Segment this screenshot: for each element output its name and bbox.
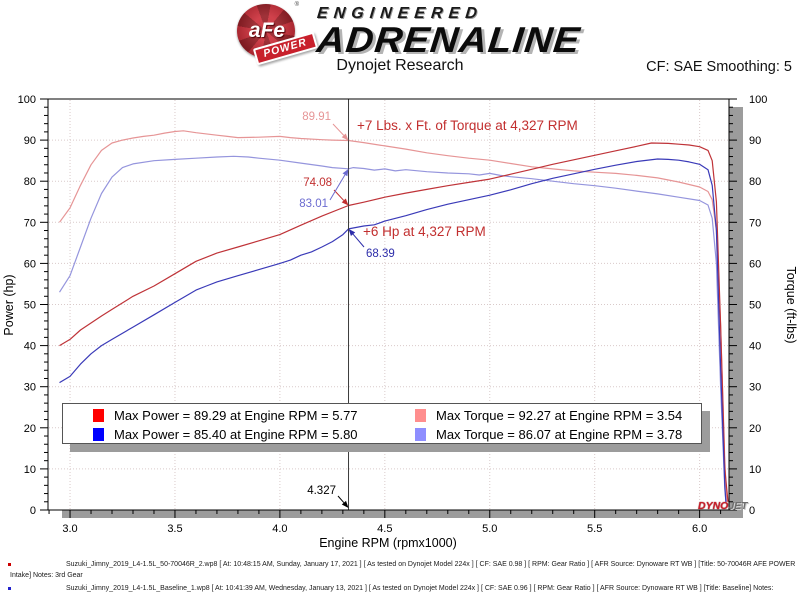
footnotes: Suzuki_Jimny_2019_L4-1.5L_50-70046R_2.wp… xyxy=(0,560,798,598)
y-axis-title-right: Torque (ft-lbs) xyxy=(784,266,798,343)
annotation-power-gain: +6 Hp at 4,327 RPM xyxy=(363,224,486,239)
svg-text:50: 50 xyxy=(24,300,36,312)
y-axis-left: 0 10 20 30 40 50 60 70 80 90 100 xyxy=(18,94,48,517)
legend-item-power-baseline: Max Power = 85.40 at Engine RPM = 5.80 xyxy=(93,425,415,444)
svg-text:90: 90 xyxy=(749,135,761,147)
registered-mark: ® xyxy=(294,2,299,8)
series-torque-baseline xyxy=(58,155,727,502)
afe-power-badge: aFe ® POWER xyxy=(236,2,319,66)
svg-text:40: 40 xyxy=(24,341,36,353)
svg-text:6.0: 6.0 xyxy=(692,523,707,535)
svg-text:40: 40 xyxy=(749,341,761,353)
y-axis-title-left: Power (hp) xyxy=(2,274,16,335)
y-axis-right: 0 10 20 30 40 50 60 70 80 90 100 xyxy=(729,94,767,517)
legend-item-power-afe: Max Power = 89.29 at Engine RPM = 5.77 xyxy=(93,406,415,425)
svg-text:30: 30 xyxy=(24,382,36,394)
annotation-torque-baseline-value: 83.01 xyxy=(299,198,328,210)
footnote-bullet-afe xyxy=(8,563,11,566)
plot-frame-outline xyxy=(47,98,730,511)
chart-svg: 3.0 3.5 4.0 4.5 5.0 5.5 6.0 0 10 20 30 40 50 60 70 80 9… xyxy=(2,94,798,550)
svg-text:80: 80 xyxy=(749,176,761,188)
annotation-cursor-rpm-value: 4.327 xyxy=(307,485,336,497)
footnote-afe-text: Suzuki_Jimny_2019_L4-1.5L_50-70046R_2.wp… xyxy=(10,561,796,579)
svg-text:70: 70 xyxy=(24,217,36,229)
svg-text:20: 20 xyxy=(24,423,36,435)
svg-text:3.5: 3.5 xyxy=(167,523,182,535)
x-axis: 3.0 3.5 4.0 4.5 5.0 5.5 6.0 xyxy=(48,510,722,535)
svg-text:0: 0 xyxy=(30,505,36,517)
logo-text: ENGINEERED ADRENALINE xyxy=(315,2,583,60)
footnote-baseline-text: Suzuki_Jimny_2019_L4-1.5L_Baseline_1.wp8… xyxy=(66,585,774,592)
svg-text:60: 60 xyxy=(24,258,36,270)
legend-item-torque-afe: Max Torque = 92.27 at Engine RPM = 3.54 xyxy=(415,406,701,425)
svg-text:10: 10 xyxy=(749,464,761,476)
header-logo: aFe ® POWER ENGINEERED ADRENALINE xyxy=(236,2,583,66)
dynojet-logo-dyno: DYNO xyxy=(698,500,729,512)
svg-text:30: 30 xyxy=(749,382,761,394)
cf-smoothing-label: CF: SAE Smoothing: 5 xyxy=(646,59,792,75)
logo-adrenaline: ADRENALINE xyxy=(314,19,583,60)
footnote-baseline-run: Suzuki_Jimny_2019_L4-1.5L_Baseline_1.wp8… xyxy=(0,584,798,595)
legend-swatch-torque-afe xyxy=(415,409,426,422)
svg-text:0: 0 xyxy=(749,505,755,517)
svg-text:5.0: 5.0 xyxy=(482,523,497,535)
svg-text:4.0: 4.0 xyxy=(272,523,287,535)
annotation-torque-afe-value: 89.91 xyxy=(302,111,331,123)
legend-swatch-torque-baseline xyxy=(415,428,426,441)
annotation-power-afe-value: 74.08 xyxy=(303,177,332,189)
svg-text:80: 80 xyxy=(24,176,36,188)
svg-text:5.5: 5.5 xyxy=(587,523,602,535)
svg-text:4.5: 4.5 xyxy=(377,523,392,535)
annotation-torque-gain: +7 Lbs. x Ft. of Torque at 4,327 RPM xyxy=(357,118,578,133)
dynojet-logo-jet: JET xyxy=(728,500,748,512)
legend-label-power-afe: Max Power = 89.29 at Engine RPM = 5.77 xyxy=(114,408,358,423)
x-axis-title: Engine RPM (rpmx1000) xyxy=(319,536,457,550)
svg-text:10: 10 xyxy=(24,464,36,476)
svg-text:20: 20 xyxy=(749,423,761,435)
dynojet-logo: DYNOJET xyxy=(698,500,748,512)
svg-text:60: 60 xyxy=(749,258,761,270)
legend-swatch-power-baseline xyxy=(93,428,104,441)
afe-brand-text: aFe xyxy=(248,19,286,42)
legend-box: Max Power = 89.29 at Engine RPM = 5.77 M… xyxy=(62,403,702,444)
svg-text:90: 90 xyxy=(24,135,36,147)
annotations-group: 89.91 +7 Lbs. x Ft. of Torque at 4,327 RP… xyxy=(299,111,578,508)
footnote-bullet-baseline xyxy=(8,587,11,590)
svg-text:70: 70 xyxy=(749,217,761,229)
legend-label-torque-afe: Max Torque = 92.27 at Engine RPM = 3.54 xyxy=(436,408,683,423)
legend-swatch-power-afe xyxy=(93,409,104,422)
svg-text:3.0: 3.0 xyxy=(62,523,77,535)
footnote-afe-run: Suzuki_Jimny_2019_L4-1.5L_50-70046R_2.wp… xyxy=(0,560,798,581)
series-power-baseline xyxy=(59,158,727,502)
annotation-power-baseline-value: 68.39 xyxy=(366,248,395,260)
svg-text:100: 100 xyxy=(749,94,767,106)
legend-item-torque-baseline: Max Torque = 86.07 at Engine RPM = 3.78 xyxy=(415,425,701,444)
svg-text:100: 100 xyxy=(18,94,36,106)
svg-text:50: 50 xyxy=(749,300,761,312)
legend-label-torque-baseline: Max Torque = 86.07 at Engine RPM = 3.78 xyxy=(436,427,683,442)
chart-title: Dynojet Research xyxy=(336,57,464,74)
legend-label-power-baseline: Max Power = 85.40 at Engine RPM = 5.80 xyxy=(114,427,358,442)
series-power-afe xyxy=(59,142,729,502)
